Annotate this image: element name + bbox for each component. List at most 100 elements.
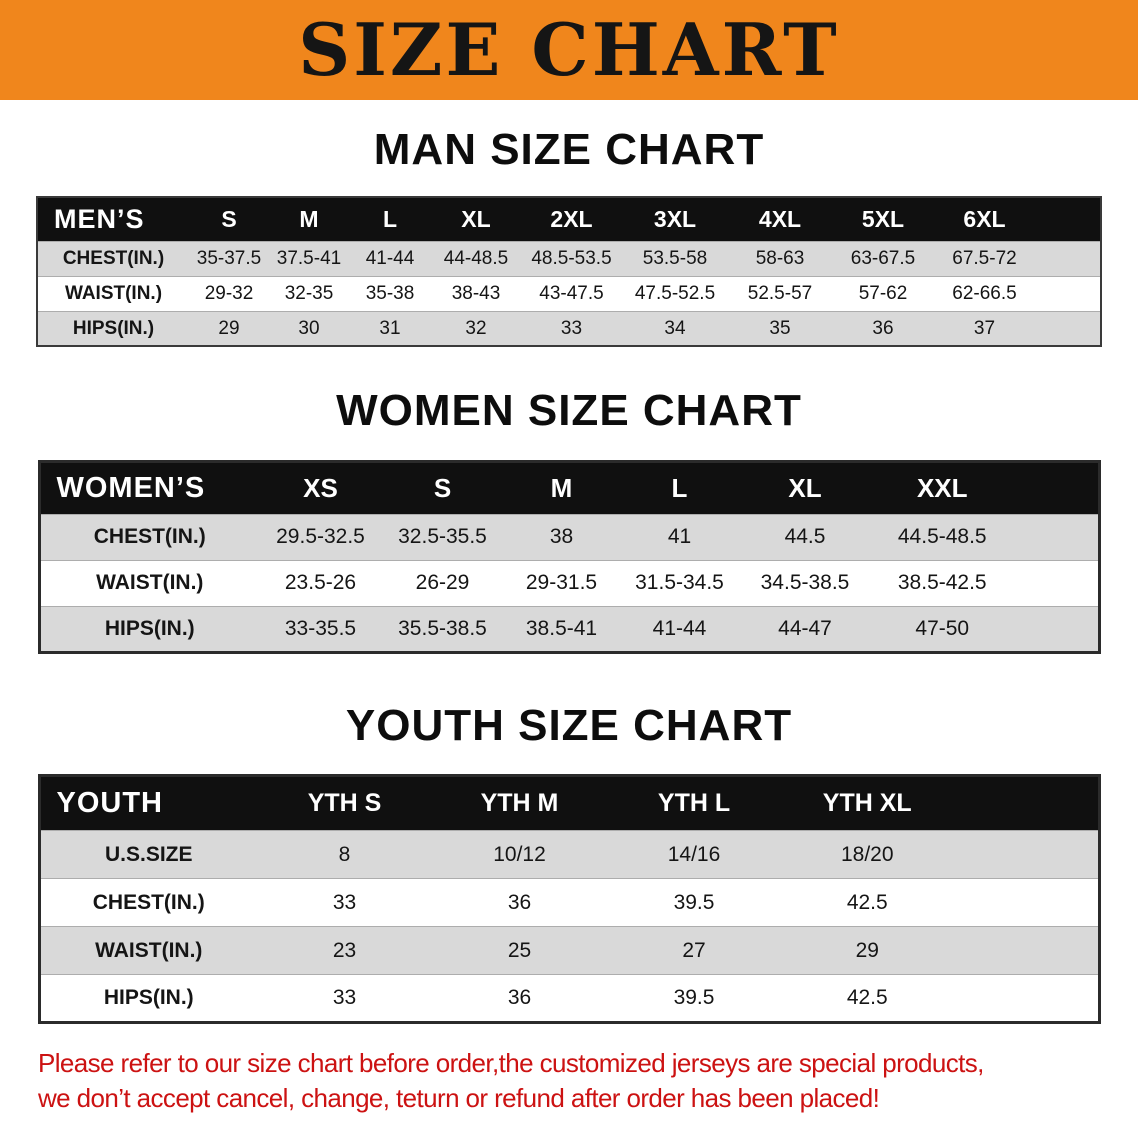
size-column-header: 2XL (550, 206, 593, 233)
value-cell: 36 (507, 986, 532, 1010)
value-cell: 33-35.5 (284, 616, 357, 640)
value-cell: 38.5-42.5 (897, 571, 987, 595)
measurement-row: CHEST(IN.) 35-37.5 37.5-41 41-44 44-48.5 48.5… (37, 241, 1101, 277)
size-column-header: L (382, 206, 398, 233)
value-cell: 36 (872, 317, 894, 339)
row-label: WAIST(IN.) (64, 282, 163, 304)
value-cell: 41-44 (652, 616, 707, 640)
size-column-header: 3XL (653, 206, 697, 233)
value-cell: 44.5 (784, 525, 826, 549)
disclaimer-line-2: we don’t accept cancel, change, teturn o… (38, 1083, 880, 1114)
value-cell: 18/20 (840, 842, 894, 866)
value-cell: 14/16 (667, 842, 721, 866)
value-cell: 23 (332, 938, 357, 962)
title-banner: SIZE CHART (0, 0, 1138, 100)
men-section: MAN SIZE CHART MEN’S S M L XL 2XL 3XL 4XL 5XL 6XL… (0, 125, 1138, 348)
value-cell: 29-31.5 (525, 571, 598, 595)
size-column-header: L (671, 472, 688, 503)
men-section-heading: MAN SIZE CHART (373, 125, 765, 174)
measurement-row: HIPS(IN.) 33-35.5 35.5-38.5 38.5-41 41-44 44-… (39, 606, 1099, 653)
size-column-header: 6XL (963, 206, 1006, 233)
value-cell: 32-35 (284, 282, 334, 304)
value-cell: 29 (218, 317, 240, 339)
value-cell: 37.5-41 (276, 247, 342, 269)
women-table-header-row: WOMEN’S XS S M L XL XXL (39, 461, 1099, 515)
value-cell: 29-32 (204, 282, 254, 304)
value-cell: 33 (560, 317, 583, 339)
size-column-header: S (221, 206, 237, 233)
youth-section-heading: YOUTH SIZE CHART (345, 700, 793, 750)
value-cell: 42.5 (846, 890, 888, 914)
measurement-row: CHEST(IN.) 29.5-32.5 32.5-35.5 38 41 44.5 44.5… (39, 514, 1099, 561)
value-cell: 30 (298, 317, 320, 339)
page-title: SIZE CHART (298, 7, 840, 92)
value-cell: 36 (507, 890, 532, 914)
value-cell: 29.5-32.5 (276, 525, 365, 549)
value-cell: 38.5-41 (525, 616, 598, 640)
measurement-row: WAIST(IN.) 29-32 32-35 35-38 38-43 43-47.5 47.… (37, 276, 1101, 312)
value-cell: 29 (855, 938, 879, 962)
men-table-title: MEN’S (54, 204, 145, 235)
value-cell: 26-29 (415, 571, 470, 595)
women-table-title: WOMEN’S (56, 471, 206, 504)
measurement-row: CHEST(IN.) 33 36 39.5 42.5 (39, 878, 1099, 927)
value-cell: 44-47 (778, 616, 832, 640)
value-cell: 31.5-34.5 (635, 571, 724, 595)
women-section-heading: WOMEN SIZE CHART (336, 386, 802, 436)
row-label: HIPS(IN.) (104, 616, 195, 640)
youth-section: YOUTH SIZE CHART YOUTH YTH S YTH M YTH L YTH… (0, 700, 1138, 1025)
size-column-header: S (433, 472, 452, 503)
women-size-table: WOMEN’S XS S M L XL XXL CHEST(IN.) 29.5-32.5 32.… (37, 459, 1101, 654)
value-cell: 35.5-38.5 (398, 616, 487, 640)
value-cell: 57-62 (858, 282, 908, 304)
size-column-header: YTH M (480, 789, 559, 818)
value-cell: 23.5-26 (284, 571, 357, 595)
value-cell: 47-50 (915, 616, 970, 640)
size-column-header: XXL (916, 472, 968, 503)
value-cell: 37 (973, 317, 996, 339)
value-cell: 47.5-52.5 (634, 282, 716, 304)
value-cell: 34.5-38.5 (760, 571, 850, 595)
value-cell: 35-38 (365, 282, 415, 304)
value-cell: 44.5-48.5 (897, 525, 987, 549)
youth-table-title: YOUTH (56, 787, 163, 820)
value-cell: 32.5-35.5 (398, 525, 487, 549)
size-column-header: XL (788, 472, 822, 503)
value-cell: 38 (549, 525, 574, 549)
value-cell: 31 (379, 317, 401, 339)
value-cell: 58-63 (755, 247, 805, 269)
value-cell: 35 (769, 317, 791, 339)
size-column-header: M (550, 472, 573, 503)
row-label: HIPS(IN.) (103, 986, 194, 1010)
value-cell: 63-67.5 (850, 247, 916, 269)
size-column-header: YTH S (307, 789, 382, 818)
disclaimer: Please refer to our size chart before or… (38, 1046, 1138, 1116)
measurement-row: WAIST(IN.) 23 25 27 29 (39, 926, 1099, 975)
women-section: WOMEN SIZE CHART WOMEN’S XS S M L XL XXL CHEST… (0, 386, 1138, 654)
value-cell: 62-66.5 (952, 282, 1017, 304)
disclaimer-line-1: Please refer to our size chart before or… (38, 1048, 984, 1079)
size-column-header: XL (461, 206, 491, 233)
value-cell: 35-37.5 (196, 247, 262, 269)
row-label: HIPS(IN.) (72, 317, 155, 339)
men-table-header-row: MEN’S S M L XL 2XL 3XL 4XL 5XL 6XL (37, 197, 1101, 242)
row-label: WAIST(IN.) (95, 938, 203, 962)
size-column-header: YTH L (657, 789, 731, 818)
size-column-header: 5XL (861, 206, 905, 233)
value-cell: 39.5 (673, 890, 715, 914)
value-cell: 33 (332, 890, 357, 914)
men-size-table: MEN’S S M L XL 2XL 3XL 4XL 5XL 6XL CHEST(IN.) 35-3… (36, 196, 1102, 348)
size-column-header: XS (303, 472, 338, 503)
value-cell: 67.5-72 (952, 247, 1017, 269)
value-cell: 42.5 (846, 986, 888, 1010)
value-cell: 41-44 (365, 247, 415, 269)
value-cell: 8 (338, 842, 351, 866)
value-cell: 25 (507, 938, 532, 962)
youth-table-header-row: YOUTH YTH S YTH M YTH L YTH XL (39, 775, 1099, 831)
value-cell: 27 (682, 938, 706, 962)
value-cell: 39.5 (673, 986, 715, 1010)
measurement-row: HIPS(IN.) 33 36 39.5 42.5 (39, 974, 1099, 1023)
row-label: CHEST(IN.) (62, 247, 165, 269)
value-cell: 38-43 (451, 282, 501, 304)
